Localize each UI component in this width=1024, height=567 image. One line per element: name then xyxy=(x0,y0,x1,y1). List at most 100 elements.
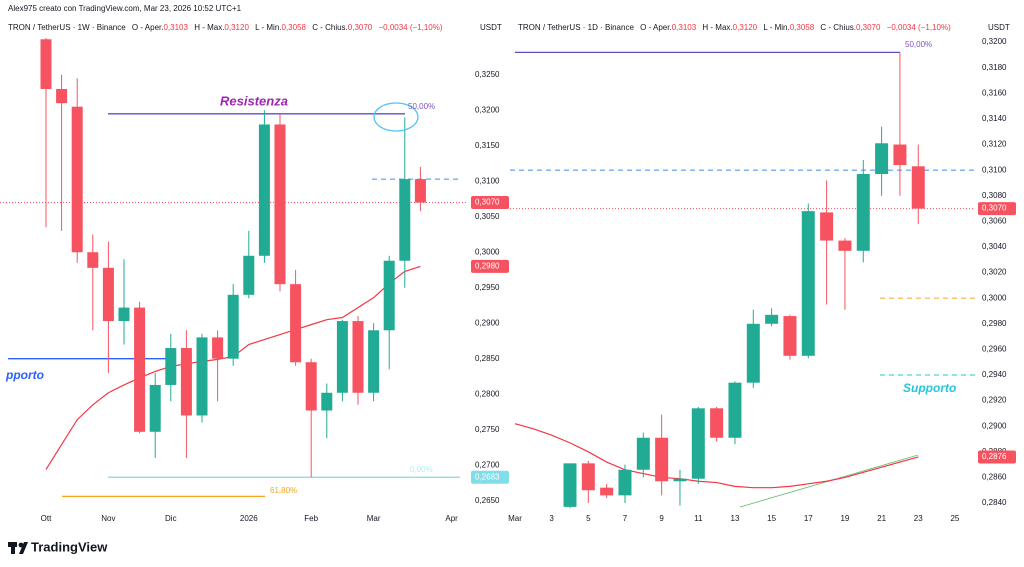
legend-symbol: TRON / TetherUS · 1D · Binance xyxy=(518,23,634,32)
candle-body xyxy=(414,179,426,203)
candle-body xyxy=(691,408,705,479)
y-tick-label: 0,3140 xyxy=(982,114,1007,123)
x-tick-label: Feb xyxy=(304,514,318,523)
price-tag-label: 0,2876 xyxy=(982,452,1007,461)
candle-body xyxy=(305,362,317,411)
y-tick-label: 0,2850 xyxy=(475,354,500,363)
legend-value: 0,3103 xyxy=(163,23,188,32)
legend-value: 0,3058 xyxy=(790,23,815,32)
moving-average xyxy=(514,423,919,489)
x-tick-label: Apr xyxy=(445,514,458,523)
x-tick-label: 25 xyxy=(950,514,959,523)
x-tick-label: Dic xyxy=(165,514,177,523)
y-tick-label: 0,3100 xyxy=(982,165,1007,174)
legend: TRON / TetherUS · 1D · Binance O - Aper.… xyxy=(518,23,951,32)
legend-value: 0,3120 xyxy=(224,23,249,32)
legend-label: O - Aper. xyxy=(132,23,164,32)
annotation: 50,00% xyxy=(408,102,435,111)
candle-body xyxy=(368,330,380,393)
candle-body xyxy=(87,252,99,268)
price-tag-label: 0,2683 xyxy=(475,472,500,481)
candle-body xyxy=(212,337,224,359)
plot-left xyxy=(0,38,468,498)
annotation: 50,00% xyxy=(905,40,932,49)
y-tick-label: 0,3200 xyxy=(982,37,1007,46)
y-tick-label: 0,3100 xyxy=(475,176,500,185)
y-tick-label: 0,3020 xyxy=(982,268,1007,277)
legend-label: H - Max. xyxy=(702,23,732,32)
y-tick-label: 0,2960 xyxy=(982,345,1007,354)
candle-body xyxy=(227,294,239,359)
candle-body xyxy=(728,382,742,438)
footer-brand: TradingView xyxy=(31,539,108,554)
x-tick-label: 11 xyxy=(694,514,703,523)
candle-body xyxy=(102,267,114,322)
axes: 0,2650 0,2700 0,2750 0,2800 0,2850 0,2900 0,29… xyxy=(41,37,1016,523)
logo: TradingView xyxy=(8,539,108,554)
y-tick-label: 0,2900 xyxy=(475,318,500,327)
legend-value: 0,3070 xyxy=(348,23,373,32)
header: Alex975 creato con TradingView.com, Mar … xyxy=(8,4,242,13)
legend-label: L - Min. xyxy=(763,23,789,32)
y-tick-label: 0,3250 xyxy=(475,70,500,79)
y-tick-label: 0,2700 xyxy=(475,460,500,469)
candle-body xyxy=(838,240,852,251)
candle-body xyxy=(118,307,130,322)
annotation: pporto xyxy=(5,368,44,382)
annotation: 61,80% xyxy=(270,486,297,495)
candle-body xyxy=(636,437,650,470)
price-tag-label: 0,2980 xyxy=(475,262,500,271)
price-tag xyxy=(471,470,509,484)
legend-label: H - Max. xyxy=(194,23,224,32)
candle-body xyxy=(290,284,302,363)
plot-right xyxy=(510,51,975,509)
y-tick-label: 0,3000 xyxy=(982,293,1007,302)
y-tick-label: 0,2750 xyxy=(475,425,500,434)
candle-body xyxy=(149,384,161,432)
y-tick-label: 0,3050 xyxy=(475,212,500,221)
y-tick-label: 0,3080 xyxy=(982,191,1007,200)
y-tick-label: 0,2800 xyxy=(475,389,500,398)
legend-label: O - Aper. xyxy=(640,23,672,32)
x-tick-label: 2026 xyxy=(240,514,258,523)
candle-body xyxy=(399,179,411,261)
x-tick-label: Nov xyxy=(101,514,115,523)
candle-body xyxy=(783,316,797,356)
candle-body xyxy=(40,39,52,89)
candle-body xyxy=(243,255,255,295)
candle-body xyxy=(710,408,724,438)
candle-body xyxy=(893,144,907,166)
candle-body xyxy=(352,321,364,393)
candle-body xyxy=(321,392,333,411)
legend-change: −0,0034 (−1,10%) xyxy=(378,23,442,32)
y-tick-label: 0,3040 xyxy=(982,242,1007,251)
candle-body xyxy=(196,337,208,416)
x-tick-label: 7 xyxy=(623,514,628,523)
candle-body xyxy=(165,348,177,385)
annotation: Resistenza xyxy=(220,93,288,108)
legend-symbol: TRON / TetherUS · 1W · Binance xyxy=(8,23,126,32)
candle-body xyxy=(383,260,395,331)
y-tick-label: 0,2980 xyxy=(982,319,1007,328)
legend-value: 0,3103 xyxy=(672,23,697,32)
y-tick-label: 0,2840 xyxy=(982,498,1007,507)
candle-body xyxy=(673,478,687,482)
candle-body xyxy=(655,437,669,482)
candle-body xyxy=(581,463,595,491)
price-tag xyxy=(471,259,509,273)
candle-body xyxy=(801,211,815,356)
legend: TRON / TetherUS · 1W · Binance O - Aper.… xyxy=(8,23,443,32)
x-tick-label: 13 xyxy=(731,514,740,523)
legend-label: L - Min. xyxy=(255,23,281,32)
legend-label: C - Chius. xyxy=(820,23,856,32)
price-tag xyxy=(471,196,509,210)
price-tag-label: 0,3070 xyxy=(475,198,500,207)
y-tick-label: 0,3000 xyxy=(475,247,500,256)
legend-value: 0,3120 xyxy=(733,23,758,32)
y-tick-label: 0,3180 xyxy=(982,63,1007,72)
x-tick-label: 9 xyxy=(659,514,664,523)
x-tick-label: 3 xyxy=(549,514,554,523)
x-tick-label: 17 xyxy=(804,514,813,523)
